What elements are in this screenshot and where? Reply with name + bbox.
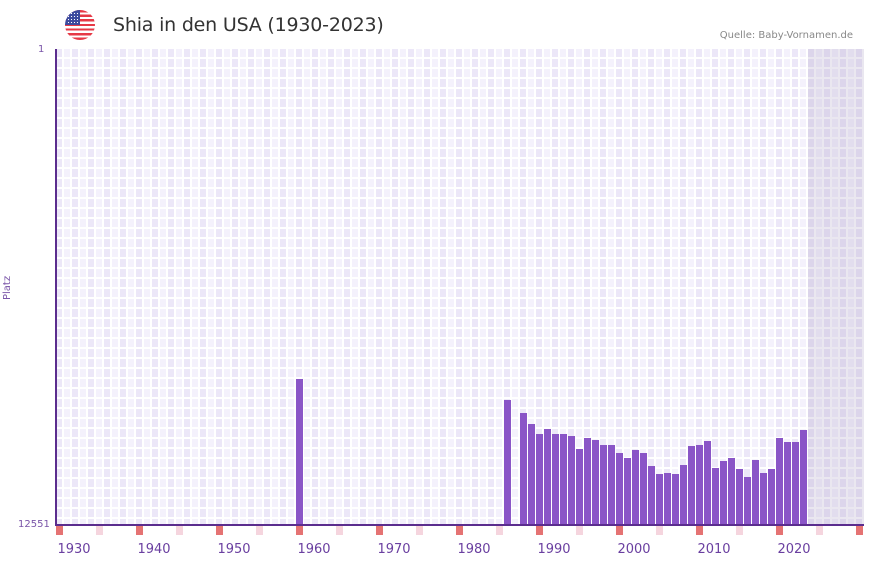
half-decade-marker	[256, 526, 263, 535]
bar-1996[interactable]	[600, 445, 607, 525]
bar-2002[interactable]	[648, 466, 655, 525]
bar-1988[interactable]	[536, 434, 543, 525]
year-marker-strip	[56, 526, 864, 535]
bar-2006[interactable]	[680, 465, 687, 525]
bar-1958[interactable]	[296, 379, 303, 525]
bar-1987[interactable]	[528, 424, 535, 525]
bar-1997[interactable]	[608, 445, 615, 525]
x-tick-1960: 1960	[297, 542, 331, 557]
bar-1995[interactable]	[592, 440, 599, 525]
half-decade-marker	[816, 526, 823, 535]
half-decade-marker	[96, 526, 103, 535]
decade-marker	[136, 526, 143, 535]
bar-2017[interactable]	[768, 469, 775, 525]
half-decade-marker	[496, 526, 503, 535]
bar-2015[interactable]	[752, 460, 759, 525]
bar-1992[interactable]	[568, 436, 575, 525]
x-tick-1990: 1990	[537, 542, 571, 557]
plot-area	[56, 49, 864, 525]
bar-2009[interactable]	[704, 441, 711, 525]
us-flag-icon	[65, 10, 95, 40]
x-tick-1950: 1950	[217, 542, 251, 557]
decade-marker	[536, 526, 543, 535]
x-tick-2010: 2010	[697, 542, 731, 557]
x-tick-1930: 1930	[57, 542, 91, 557]
bar-1994[interactable]	[584, 438, 591, 525]
source-label[interactable]: Quelle: Baby-Vornamen.de	[719, 30, 853, 41]
bar-2016[interactable]	[760, 473, 767, 525]
future-shaded-region	[808, 49, 864, 525]
decade-marker	[856, 526, 863, 535]
x-tick-1970: 1970	[377, 542, 411, 557]
x-tick-1980: 1980	[457, 542, 491, 557]
decade-marker	[776, 526, 783, 535]
y-axis-line	[55, 49, 57, 526]
decade-marker	[456, 526, 463, 535]
bar-1993[interactable]	[576, 449, 583, 525]
x-axis-line	[55, 524, 864, 526]
decade-marker	[296, 526, 303, 535]
bar-2021[interactable]	[800, 430, 807, 525]
bar-1991[interactable]	[560, 434, 567, 525]
bar-2014[interactable]	[744, 477, 751, 525]
bar-1990[interactable]	[552, 434, 559, 525]
bar-1989[interactable]	[544, 429, 551, 525]
half-decade-marker	[416, 526, 423, 535]
bar-1984[interactable]	[504, 400, 511, 525]
bar-1999[interactable]	[624, 458, 631, 525]
bar-2020[interactable]	[792, 442, 799, 525]
y-tick-top: 1	[38, 44, 45, 55]
y-tick-bottom: 12551	[18, 519, 50, 530]
bar-2004[interactable]	[664, 473, 671, 525]
y-axis-title: Platz	[2, 275, 13, 300]
decade-marker	[696, 526, 703, 535]
bar-2018[interactable]	[776, 438, 783, 525]
chart-title: Shia in den USA (1930-2023)	[113, 14, 384, 36]
decade-marker	[616, 526, 623, 535]
bar-2007[interactable]	[688, 446, 695, 525]
bar-1986[interactable]	[520, 413, 527, 525]
bar-2005[interactable]	[672, 474, 679, 525]
bar-2019[interactable]	[784, 442, 791, 525]
bar-2001[interactable]	[640, 453, 647, 525]
bar-2000[interactable]	[632, 450, 639, 525]
bar-2010[interactable]	[712, 468, 719, 525]
x-tick-2020: 2020	[777, 542, 811, 557]
x-tick-2000: 2000	[617, 542, 651, 557]
bar-2003[interactable]	[656, 474, 663, 525]
decade-marker	[376, 526, 383, 535]
decade-marker	[56, 526, 63, 535]
half-decade-marker	[576, 526, 583, 535]
half-decade-marker	[656, 526, 663, 535]
bar-2008[interactable]	[696, 445, 703, 525]
bar-2011[interactable]	[720, 461, 727, 525]
bar-1998[interactable]	[616, 453, 623, 525]
x-tick-1940: 1940	[137, 542, 171, 557]
decade-marker	[216, 526, 223, 535]
half-decade-marker	[336, 526, 343, 535]
bar-2013[interactable]	[736, 469, 743, 525]
half-decade-marker	[176, 526, 183, 535]
half-decade-marker	[736, 526, 743, 535]
bar-2012[interactable]	[728, 458, 735, 525]
